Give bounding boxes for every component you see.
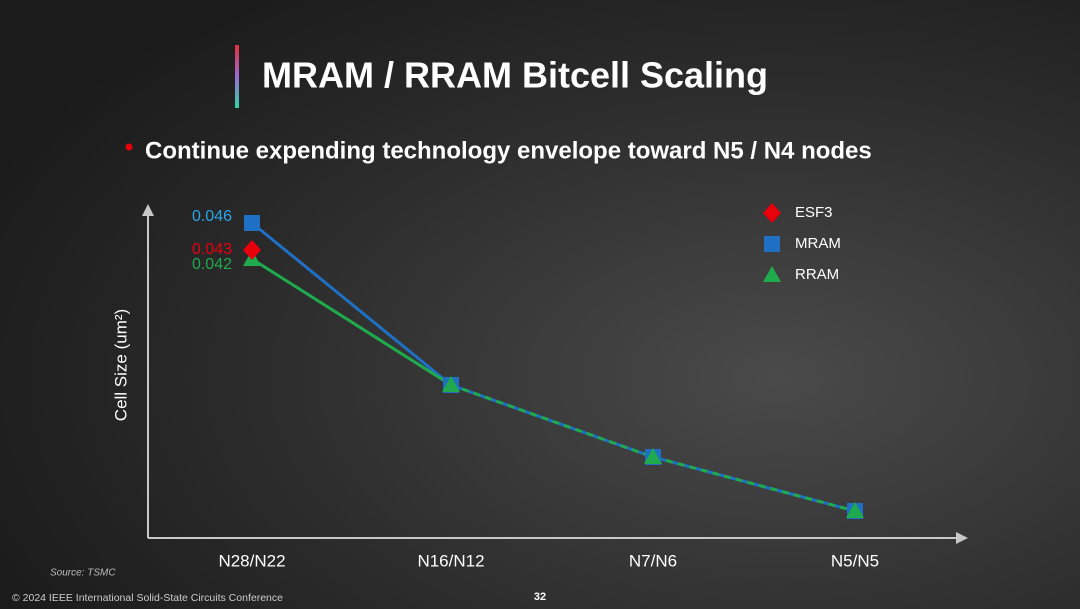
- bullet-text: Continue expending technology envelope t…: [145, 137, 872, 164]
- marker-square: [244, 215, 260, 231]
- marker-triangle: [763, 266, 781, 282]
- legend-label: RRAM: [795, 266, 839, 283]
- source: Source: TSMC: [50, 568, 116, 579]
- marker-triangle: [442, 376, 460, 392]
- footer: © 2024 IEEE International Solid-State Ci…: [12, 592, 283, 604]
- data-label: 0.046: [192, 208, 232, 225]
- y-axis-label: Cell Size (um²): [111, 309, 130, 421]
- legend-label: ESF3: [795, 204, 833, 221]
- slide-title: MRAM / RRAM Bitcell Scaling: [262, 55, 768, 96]
- title-accent: [235, 45, 239, 108]
- bullet-dot: [125, 143, 133, 151]
- x-tick-label: N28/N22: [218, 551, 285, 570]
- y-axis-arrow: [142, 204, 154, 216]
- series-line: [251, 257, 856, 513]
- marker-square: [764, 236, 780, 252]
- marker-triangle: [846, 502, 864, 518]
- x-tick-label: N5/N5: [831, 551, 879, 570]
- x-axis-arrow: [956, 532, 968, 544]
- data-label: 0.042: [192, 256, 232, 273]
- page-number: 32: [534, 591, 546, 603]
- marker-diamond: [763, 203, 781, 223]
- x-tick-label: N16/N12: [417, 551, 484, 570]
- plot: N28/N22 N16/N12 N7/N6 N5/N5 0.043 0.046 0.042 E…: [192, 203, 879, 570]
- legend-label: MRAM: [795, 235, 841, 252]
- data-label: 0.043: [192, 241, 232, 258]
- marker-triangle: [644, 448, 662, 464]
- marker-diamond: [243, 240, 261, 260]
- x-tick-label: N7/N6: [629, 551, 677, 570]
